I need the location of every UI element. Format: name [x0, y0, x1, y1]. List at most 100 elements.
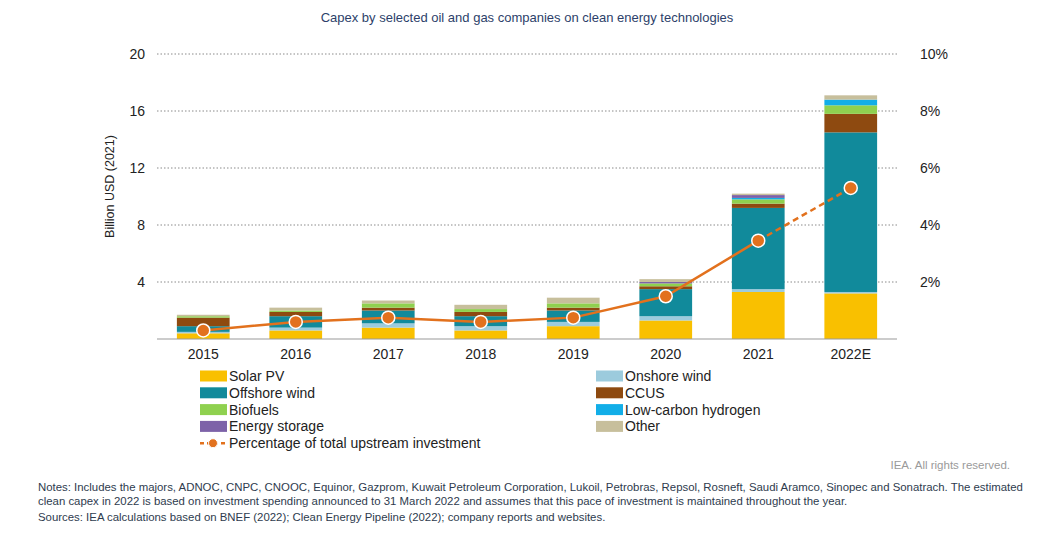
legend-label: Other: [625, 418, 660, 434]
bar-segment: [824, 293, 877, 339]
legend-item: Solar PV: [200, 368, 285, 384]
bar-segment: [177, 315, 230, 316]
bar-segment: [824, 95, 877, 99]
y2-tick-label: 10%: [920, 46, 948, 62]
bar-segment: [362, 301, 415, 304]
y2-tick: [897, 225, 898, 226]
legend-swatch: [596, 371, 623, 382]
line-marker: [752, 234, 765, 247]
line-marker: [567, 311, 580, 324]
x-tick-label: 2015: [188, 346, 219, 362]
notes: Notes: Includes the majors, ADNOC, CNPC,…: [38, 480, 1038, 508]
bar-segment: [732, 198, 785, 199]
legend-label: Low-carbon hydrogen: [625, 402, 760, 418]
y-tick-label: 4: [137, 274, 145, 290]
bar-segment: [732, 208, 785, 289]
y2-tick-label: 4%: [920, 217, 940, 233]
grid-line: [157, 111, 897, 112]
legend-label: Onshore wind: [625, 368, 711, 384]
bar-segment: [732, 292, 785, 339]
y-tick-label: 12: [129, 160, 145, 176]
bar-segment: [732, 194, 785, 195]
bar-segment: [454, 330, 507, 339]
bar-segment: [547, 303, 600, 307]
y2-tick: [897, 111, 898, 112]
bar-segment: [547, 308, 600, 311]
line-marker: [659, 290, 672, 303]
y2-tick-label: 8%: [920, 103, 940, 119]
title: Capex by selected oil and gas companies …: [321, 10, 734, 25]
bar-segment: [732, 289, 785, 292]
x-tick-label: 2020: [650, 346, 681, 362]
x-tick-label: 2016: [280, 346, 311, 362]
bar-segment: [362, 311, 415, 324]
legend-swatch: [200, 371, 227, 382]
x-tick-label: 2022E: [831, 346, 871, 362]
bar-segment: [362, 328, 415, 339]
x-tick-label: 2019: [558, 346, 589, 362]
bar-segment: [639, 279, 692, 282]
legend-label: Biofuels: [229, 402, 279, 418]
legend-swatch: [596, 404, 623, 415]
bar-segment: [732, 204, 785, 208]
bar-segment: [269, 308, 322, 311]
x-axis-line: [157, 338, 897, 339]
bar-segment: [824, 292, 877, 293]
y2-tick: [897, 282, 898, 283]
bar-segment: [639, 286, 692, 289]
legend-label: Energy storage: [229, 418, 324, 434]
legend-item: Percentage of total upstream investment: [200, 435, 480, 451]
bar-segment: [639, 289, 692, 316]
grid-line: [157, 168, 897, 169]
x-tick-label: 2021: [743, 346, 774, 362]
grid-line: [157, 282, 897, 283]
line-marker: [382, 311, 395, 324]
bar-segment: [824, 105, 877, 114]
legend-item: Energy storage: [200, 418, 324, 434]
sources: Sources: IEA calculations based on BNEF …: [38, 510, 1038, 524]
bar-segment: [732, 195, 785, 198]
legend-swatch: [596, 387, 623, 398]
legend-item: Other: [596, 418, 660, 434]
chart: Capex by selected oil and gas companies …: [0, 0, 1048, 554]
legend-swatch: [596, 421, 623, 432]
x-tick-label: 2017: [373, 346, 404, 362]
bar-segment: [362, 308, 415, 311]
y-tick-label: 20: [129, 46, 145, 62]
line-marker: [289, 315, 302, 328]
x-tick-label: 2018: [465, 346, 496, 362]
line-marker: [474, 315, 487, 328]
y-tick-label: 8: [137, 217, 145, 233]
line: [203, 188, 851, 331]
bar-segment: [639, 282, 692, 283]
legend-label: Percentage of total upstream investment: [229, 435, 480, 451]
legend-item: Offshore wind: [200, 385, 315, 401]
legend-item: Biofuels: [200, 402, 279, 418]
y-axis-label: Billion USD (2021): [103, 135, 117, 238]
bar-segment: [824, 132, 877, 292]
y-tick-label: 16: [129, 103, 145, 119]
bar-segment: [177, 316, 230, 317]
y2-tick: [897, 54, 898, 55]
bar-segment: [639, 320, 692, 339]
bar-segment: [362, 303, 415, 307]
legend-swatch: [209, 439, 218, 448]
credit: IEA. All rights reserved.: [890, 459, 1010, 471]
legend-item: CCUS: [596, 385, 665, 401]
legend-label: Offshore wind: [229, 385, 315, 401]
y2-tick-label: 2%: [920, 274, 940, 290]
legend-swatch: [200, 404, 227, 415]
bar-segment: [824, 100, 877, 106]
y2-tick-label: 6%: [920, 160, 940, 176]
y2-tick: [897, 168, 898, 169]
legend-item: Low-carbon hydrogen: [596, 402, 760, 418]
legend-swatch: [200, 421, 227, 432]
grid-line: [157, 54, 897, 55]
legend-label: CCUS: [625, 385, 665, 401]
line-marker: [197, 324, 210, 337]
bar-segment: [547, 298, 600, 304]
bar-segment: [177, 316, 230, 317]
bar-segment: [177, 316, 230, 317]
legend-swatch: [200, 387, 227, 398]
bar-segment: [454, 305, 507, 309]
